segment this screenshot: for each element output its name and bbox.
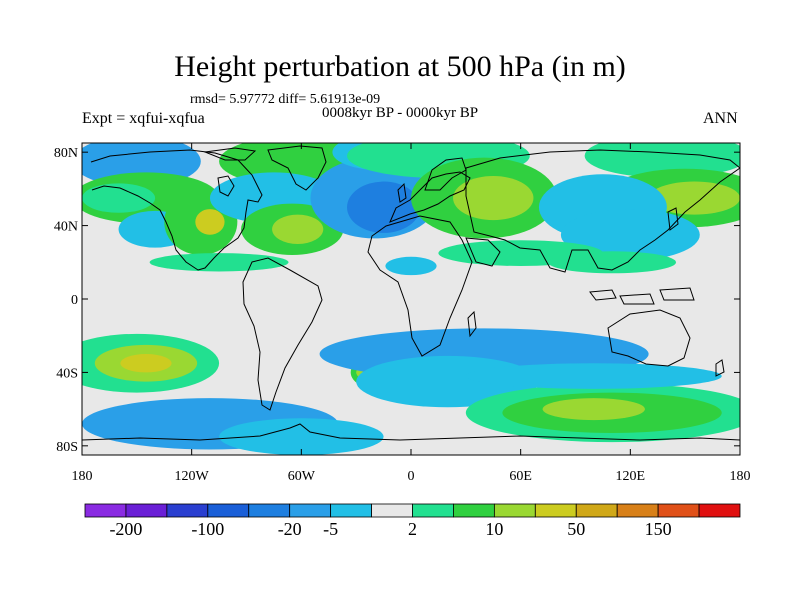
experiment-label: Expt = xqfui-xqfua	[82, 110, 205, 127]
coastline-arabia	[465, 237, 501, 267]
lon-tick-label: 120E	[616, 469, 646, 484]
contour-region	[272, 214, 324, 244]
colorbar: -200 -100 -20 -5 2 10 50 150	[84, 503, 741, 539]
contour-region	[385, 256, 437, 276]
colorbar-label: -20	[278, 519, 302, 539]
coastline-british-isles	[397, 182, 407, 203]
colorbar-swatch	[84, 503, 127, 518]
colorbar-swatch	[330, 503, 372, 518]
colorbar-label: 150	[645, 519, 672, 539]
contour-region	[584, 143, 740, 178]
contour-region	[542, 398, 645, 421]
lon-tick-label: 0	[408, 469, 415, 484]
lat-tick-label: 0	[71, 293, 78, 308]
colorbar-swatch	[207, 503, 250, 518]
colorbar-swatch	[289, 503, 332, 518]
lat-tick-label: 40N	[54, 220, 78, 235]
colorbar-swatch	[493, 503, 536, 518]
colorbar-swatch	[657, 503, 700, 518]
coastline-asia	[465, 149, 740, 273]
map-title: Height perturbation at 500 hPa (in m)	[174, 50, 626, 83]
contour-region	[149, 253, 289, 272]
contour-region	[453, 176, 534, 221]
colorbar-swatch	[698, 503, 741, 518]
colorbar-label: 50	[567, 519, 585, 539]
colorbar-swatch	[166, 503, 209, 518]
colorbar-swatch	[412, 503, 454, 518]
contour-region	[465, 363, 722, 389]
colorbar-swatch	[371, 503, 413, 518]
coastline-arctic-islands	[203, 147, 257, 161]
coastline-africa	[367, 215, 473, 357]
rmsd-diff-stats: rmsd= 5.97772 diff= 5.61913e-09	[190, 92, 381, 107]
lat-tick-label: 40S	[56, 366, 78, 381]
contour-region	[219, 418, 384, 455]
coastline-hudson-bay	[217, 175, 235, 197]
period-label: 0008kyr BP - 0000kyr BP	[322, 105, 479, 121]
colorbar-label: 10	[485, 519, 503, 539]
contour-region	[82, 183, 156, 213]
colorbar-label: -200	[109, 519, 142, 539]
lon-tick-label: 180	[730, 469, 751, 484]
lon-tick-label: 120W	[175, 469, 210, 484]
lat-tick-label: 80S	[56, 440, 78, 455]
colorbar-swatch	[125, 503, 168, 518]
axes: 80N 40N 0 40S 80S 180 120W 60W 0 60E 120E 180	[54, 143, 751, 484]
colorbar-swatch	[616, 503, 659, 518]
coastlines	[82, 145, 740, 441]
coastline-new-zealand	[715, 359, 725, 377]
colorbar-swatch	[575, 503, 618, 518]
coastline-japan	[667, 207, 679, 231]
coastline-greenland	[267, 145, 327, 191]
coastline-south-america	[242, 257, 323, 411]
coastline-madagascar	[467, 310, 477, 338]
contour-region	[560, 209, 700, 261]
contour-region	[548, 251, 677, 274]
colorbar-label: 2	[408, 519, 417, 539]
colorbar-swatch	[534, 503, 577, 518]
colorbar-swatch	[248, 503, 291, 518]
contour-region	[648, 181, 740, 215]
contour-field	[82, 143, 740, 455]
coastline-australia	[607, 309, 691, 367]
lon-tick-label: 60W	[288, 469, 316, 484]
contour-region	[195, 209, 225, 235]
coastline-antarctica	[82, 423, 740, 441]
lon-tick-label: 180	[72, 469, 93, 484]
season-label: ANN	[703, 110, 738, 127]
contour-region	[120, 354, 172, 373]
lon-tick-label: 60E	[509, 469, 532, 484]
coastline-europe	[389, 171, 471, 223]
lat-tick-label: 80N	[54, 146, 78, 161]
colorbar-label: -5	[323, 519, 338, 539]
colorbar-swatch	[453, 503, 495, 518]
coastline-north-america	[90, 149, 263, 271]
coastline-scandinavia	[424, 157, 467, 191]
coastline-indonesia	[589, 287, 695, 305]
contour-region	[347, 181, 421, 233]
colorbar-label: -100	[191, 519, 224, 539]
